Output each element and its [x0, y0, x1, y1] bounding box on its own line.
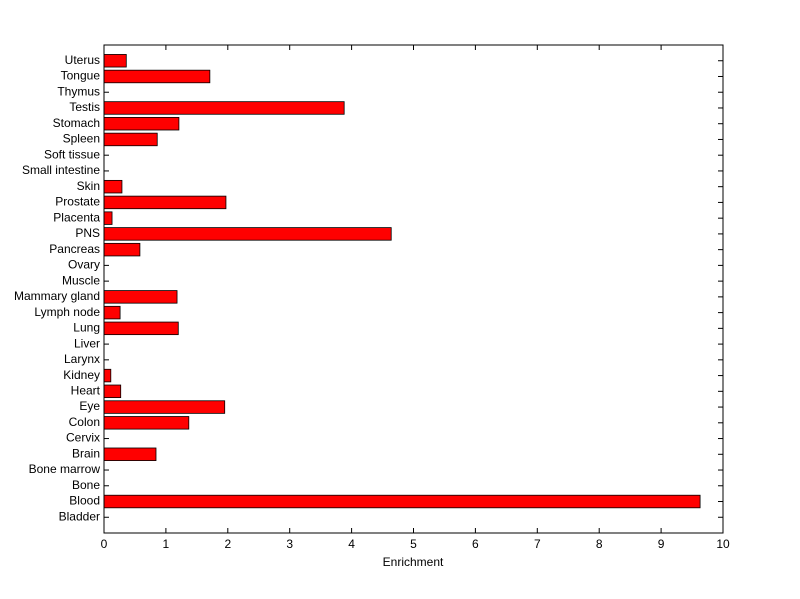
y-tick-label: Mammary gland	[14, 289, 100, 303]
bar	[103, 227, 392, 241]
bar	[103, 400, 226, 414]
x-tick-label: 9	[658, 537, 665, 551]
y-tick-label: Heart	[71, 383, 101, 397]
y-tick-label: Bone	[72, 478, 100, 492]
bar	[103, 368, 112, 383]
bar	[103, 447, 157, 461]
y-tick-label: Kidney	[63, 368, 100, 382]
y-tick-label: Blood	[69, 494, 100, 508]
x-tick-label: 10	[716, 537, 730, 551]
bar	[103, 179, 123, 194]
y-tick-label: Lung	[73, 321, 100, 335]
x-tick-label: 0	[101, 537, 108, 551]
bar	[103, 69, 211, 84]
y-tick-label: Skin	[77, 179, 100, 193]
x-tick-label: 5	[410, 537, 417, 551]
y-tick-label: PNS	[75, 226, 100, 240]
y-tick-label: Muscle	[62, 273, 100, 287]
bar	[103, 54, 127, 68]
bar	[103, 101, 345, 115]
x-tick-label: 2	[224, 537, 231, 551]
y-tick-label: Testis	[69, 100, 100, 114]
x-tick-label: 1	[163, 537, 170, 551]
x-tick-label: 8	[596, 537, 603, 551]
y-tick-label: Colon	[69, 415, 100, 429]
bar	[103, 211, 113, 225]
y-tick-label: Small intestine	[22, 163, 100, 177]
y-tick-label: Brain	[72, 446, 100, 460]
bar	[103, 305, 121, 320]
bar	[103, 195, 227, 210]
plot-frame	[103, 44, 724, 534]
y-tick-label: Soft tissue	[44, 147, 100, 161]
y-tick-label: Stomach	[53, 116, 100, 130]
y-tick-label: Spleen	[63, 132, 100, 146]
y-tick-label: Larynx	[64, 352, 100, 366]
x-tick-label: 4	[348, 537, 355, 551]
bar	[103, 290, 178, 304]
bar	[103, 117, 180, 131]
y-tick-label: Tongue	[61, 69, 101, 83]
y-tick-label: Pancreas	[49, 242, 100, 256]
bar	[103, 384, 122, 399]
y-tick-label: Bone marrow	[29, 462, 101, 476]
x-tick-label: 7	[534, 537, 541, 551]
y-tick-label: Ovary	[68, 258, 100, 272]
y-tick-label: Thymus	[57, 84, 100, 98]
bar	[103, 416, 190, 430]
x-tick-label: 6	[472, 537, 479, 551]
bar	[103, 242, 141, 257]
y-tick-label: Bladder	[59, 509, 100, 523]
bar	[103, 321, 179, 336]
x-axis-label: Enrichment	[383, 555, 444, 569]
y-tick-label: Cervix	[66, 431, 100, 445]
y-tick-label: Prostate	[55, 195, 100, 209]
bar	[103, 132, 158, 147]
y-tick-label: Placenta	[53, 210, 100, 224]
y-tick-label: Lymph node	[34, 305, 100, 319]
bar	[103, 494, 701, 509]
y-tick-label: Eye	[79, 399, 100, 413]
x-tick-label: 3	[286, 537, 293, 551]
y-tick-label: Uterus	[65, 53, 100, 67]
y-tick-label: Liver	[74, 336, 100, 350]
